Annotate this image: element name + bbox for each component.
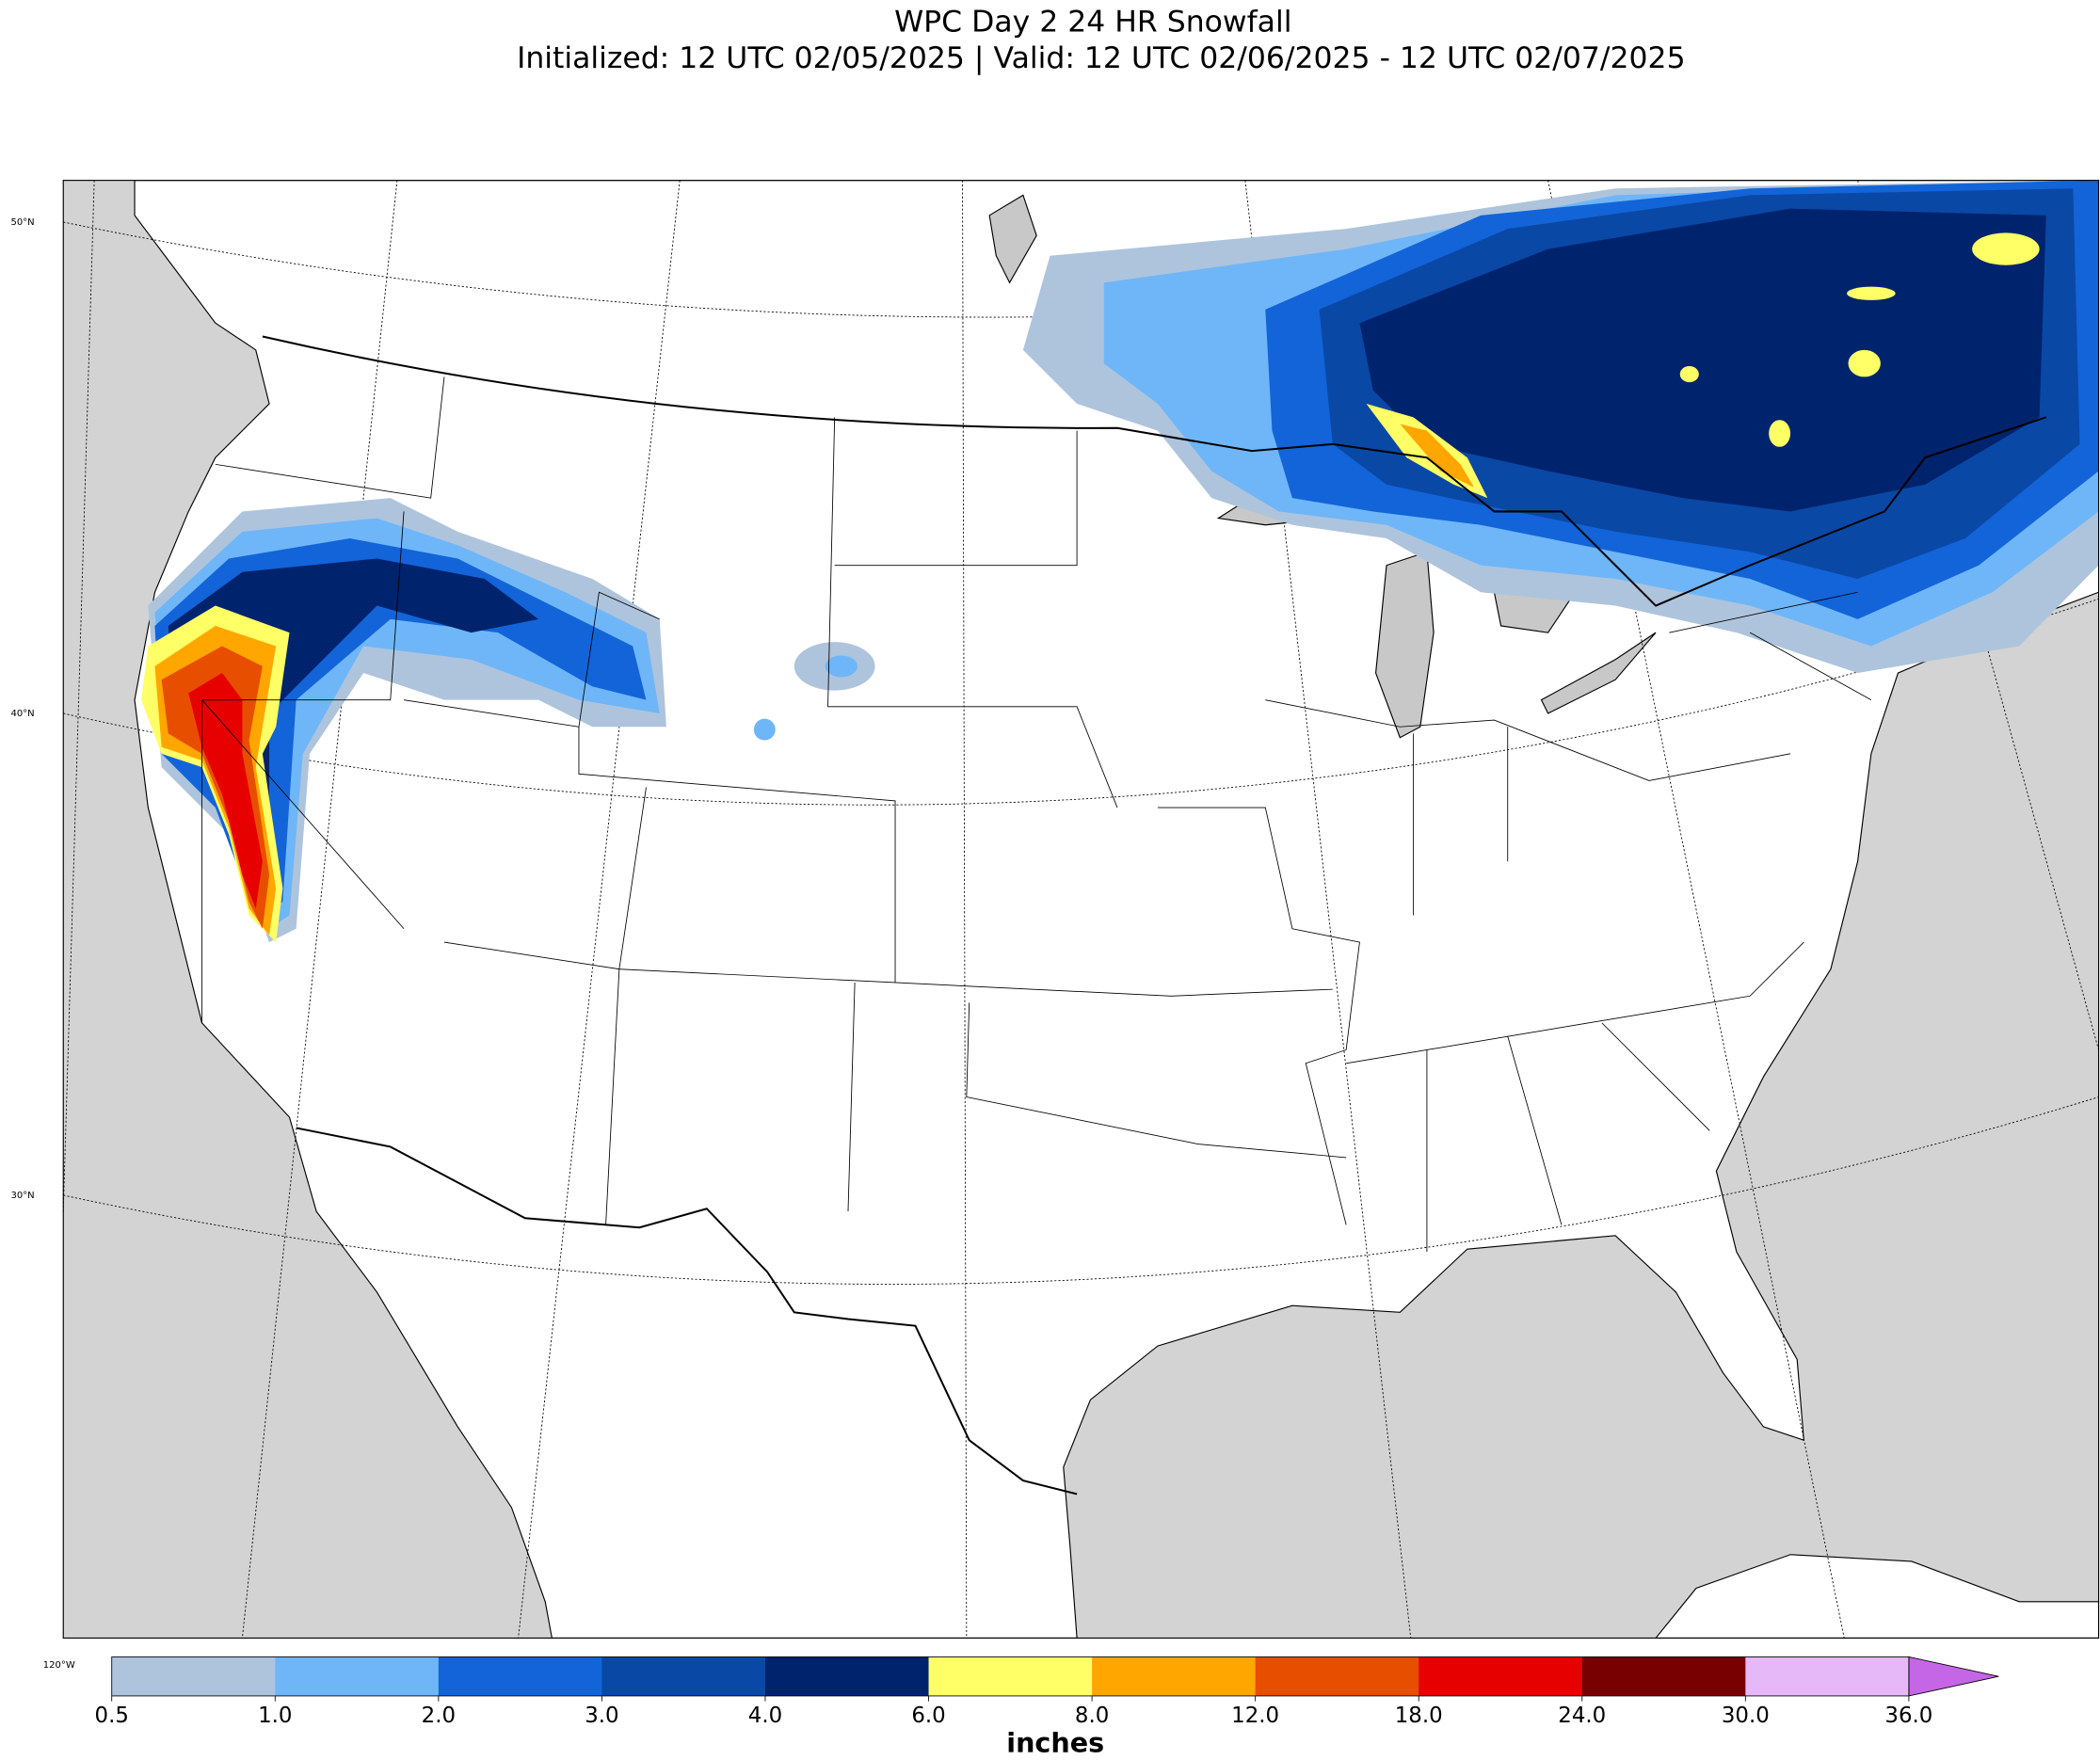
colorbar-segment [1745,1656,1910,1696]
colorbar-extension [1908,1656,1999,1697]
colorbar-tick-label: 8.0 [1075,1704,1109,1728]
boundaries [201,335,2047,1496]
cuba [1655,1554,2099,1639]
hudson-bay-inlet [988,194,1037,284]
colorbar-segment [1255,1656,1419,1696]
colorbar-tick-label: 24.0 [1558,1704,1606,1728]
colorbar-unit: inches [1006,1726,1104,1758]
map-frame [62,180,2100,1640]
colorbar-segment [1419,1656,1583,1696]
lake-erie [1540,632,1657,714]
lat-label: 30°N [10,1191,34,1201]
colorbar-tick-label: 6.0 [911,1704,945,1728]
subtitle: Initialized: 12 UTC 02/05/2025 | Valid: … [517,41,1686,75]
colorbar-outline [111,1656,1910,1697]
colorbar-segment [111,1656,276,1696]
colorbar-tick-label: 2.0 [422,1704,456,1728]
colorbar-segment [1581,1656,1746,1696]
colorbar-segment [928,1656,1093,1696]
colorbar-tick-label: 4.0 [748,1704,782,1728]
snowfall-shading [141,180,2099,943]
colorbar-tick-label: 3.0 [585,1704,618,1728]
colorbar-segment [764,1656,929,1696]
colorbar-segment [438,1656,602,1696]
lon-label: 120°W [43,1660,75,1671]
colorbar-tick-label: 1.0 [258,1704,292,1728]
colorbar-segment [275,1656,440,1696]
colorbar-segment [601,1656,766,1696]
colorbar-tick-label: 12.0 [1231,1704,1279,1728]
colorbar-tick-label: 18.0 [1395,1704,1443,1728]
colorbar-tick-label: 0.5 [95,1704,129,1728]
lat-label: 40°N [10,709,34,719]
map: 50°N 40°N 30°N 120°W [10,180,2100,1671]
colorbar-tick-label: 30.0 [1722,1704,1770,1728]
colorbar-tick-label: 36.0 [1884,1704,1932,1728]
title: WPC Day 2 24 HR Snowfall [894,5,1291,39]
colorbar-segment [1092,1656,1257,1696]
colorbar: 0.5 1.0 2.0 3.0 4.0 6.0 8.0 12.0 18.0 24.0 30.0 36.… [95,1656,1999,1728]
lat-label: 50°N [10,217,34,228]
